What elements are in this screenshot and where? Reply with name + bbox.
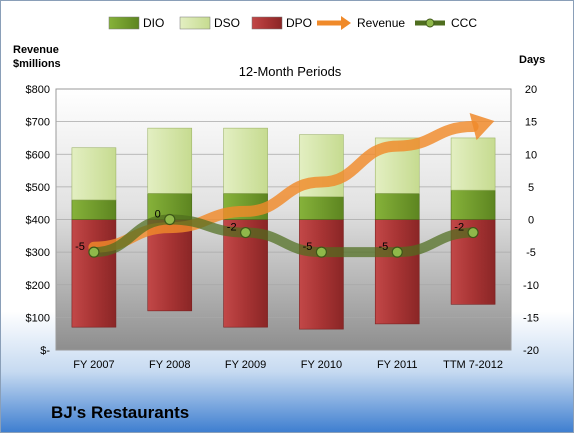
left-tick-label: $800 [26,84,50,96]
left-tick-label: $700 [26,117,50,129]
chart-title: 12-Month Periods [239,64,342,79]
legend-swatch-dso [179,16,211,30]
legend-label-dio: DIO [143,16,164,30]
right-tick-label: 0 [528,215,534,227]
category-label: FY 2008 [149,359,190,371]
ccc-line [88,214,479,258]
left-axis-title-line2: $millions [13,58,61,70]
left-tick-label: $100 [26,312,50,324]
revenue-arrowhead [469,112,495,141]
category-label: FY 2010 [301,359,342,371]
ccc-data-label: -5 [303,241,313,253]
bar-dso [450,137,496,191]
ccc-point [239,226,252,239]
ccc-data-label: -5 [378,241,388,253]
revenue-line [88,121,479,253]
right-tick-label: -10 [523,280,539,292]
right-tick-label: -15 [523,312,539,324]
ccc-point [164,213,176,226]
left-tick-label: $200 [26,280,50,292]
right-tick-label: 20 [525,84,537,96]
bar-dpo [299,219,344,330]
bar-dio [450,189,496,220]
left-tick-label: $- [40,345,50,357]
left-axis-title-line1: Revenue [13,44,59,56]
legend: DIO DSO DPO Revenue CCC [108,16,477,30]
right-tick-label: 10 [525,149,537,161]
category-label: FY 2007 [73,359,114,371]
left-tick-label: $500 [26,182,50,194]
right-tick-label: -20 [523,345,539,357]
bar-dio [71,199,117,220]
axes: $-$100$200$300$400$500$600$700$800-20-15… [26,84,539,371]
left-tick-label: $300 [26,247,50,259]
right-axis-title: Days [519,54,545,66]
bar-dpo [71,219,117,328]
plot-area: -5 0 -2 -5 -5 -2 [55,88,512,351]
left-tick-label: $600 [26,149,50,161]
bar-dso [223,127,268,194]
bar-dpo [374,219,420,325]
ccc-data-label: 0 [155,209,161,221]
legend-swatch-dpo [251,16,283,30]
ccc-point [315,246,328,258]
legend-swatch-revenue-head [341,16,351,30]
ccc-data-label: -2 [227,222,237,234]
ccc-point [391,246,403,258]
category-label: TTM 7-2012 [443,359,503,371]
right-tick-label: -5 [526,247,536,259]
right-tick-label: 5 [528,182,534,194]
legend-swatch-dio [108,16,140,30]
bar-dio [299,196,344,220]
legend-label-dpo: DPO [286,16,312,30]
left-tick-label: $400 [26,215,50,227]
legend-label-ccc: CCC [451,16,477,30]
ccc-point [88,246,100,258]
ccc-data-label: -2 [454,222,464,234]
legend-swatch-ccc-marker [425,18,435,28]
ccc-point [467,226,479,239]
bar-dpo [147,219,193,312]
bar-dso [147,127,193,194]
ccc-data-label: -5 [75,241,85,253]
legend-label-dso: DSO [214,16,240,30]
company-name: BJ's Restaurants [51,403,190,422]
bar-dso [71,147,117,201]
category-label: FY 2009 [225,359,266,371]
category-label: FY 2011 [377,359,418,371]
right-tick-label: 15 [525,117,537,129]
legend-label-revenue: Revenue [357,16,405,30]
bar-dio [374,193,420,220]
